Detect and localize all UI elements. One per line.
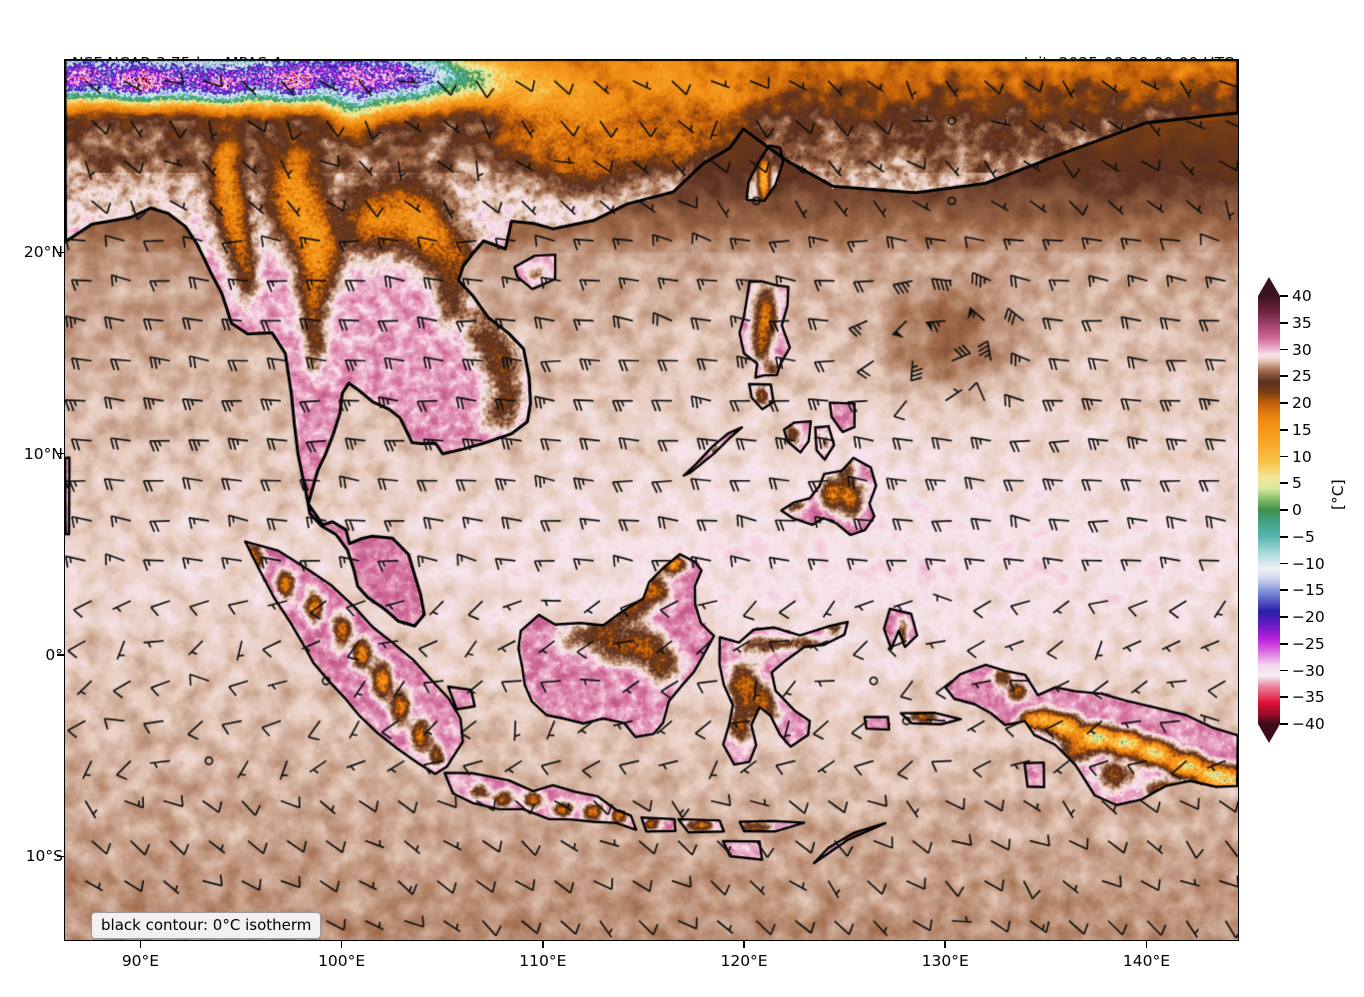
x-axis-tick-label: 130°E — [921, 952, 969, 970]
y-axis-tick-label: 0° — [45, 646, 63, 665]
colorbar-tick-label: −20 — [1292, 608, 1325, 626]
x-axis-tick-label: 120°E — [720, 952, 768, 970]
colorbar-tick-label: −15 — [1292, 581, 1325, 600]
contour-legend-box: black contour: 0°C isotherm — [91, 912, 322, 939]
y-axis-tick-label: 10°S — [25, 847, 63, 866]
colorbar-tick-mark — [1280, 616, 1288, 618]
colorbar-tick-mark — [1280, 642, 1288, 645]
colorbar-tick-mark — [1280, 348, 1288, 351]
colorbar-tick-mark — [1280, 321, 1288, 324]
colorbar-tick-mark — [1280, 455, 1288, 458]
x-axis-tick-label: 90°E — [121, 952, 160, 970]
colorbar-tick-mark — [1280, 402, 1288, 404]
contour-legend-text: black contour: 0°C isotherm — [101, 916, 312, 934]
y-axis-tick-label: 20°N — [23, 243, 63, 262]
x-axis-tick-mark — [944, 941, 946, 948]
colorbar-extend-bottom-arrow — [1258, 724, 1280, 743]
y-axis-tick-mark — [57, 452, 64, 455]
colorbar-tick-mark — [1280, 375, 1288, 378]
colorbar[interactable] — [1258, 277, 1280, 743]
colorbar-tick-mark — [1280, 428, 1288, 431]
y-axis-tick-mark — [57, 251, 64, 253]
colorbar-tick-label: 40 — [1292, 287, 1312, 305]
x-axis-tick-label: 100°E — [318, 952, 366, 970]
colorbar-tick-label: 25 — [1292, 367, 1312, 386]
colorbar-unit-label: [°C] — [1329, 479, 1347, 510]
temperature-wind-map[interactable] — [65, 60, 1238, 940]
x-axis-tick-mark — [743, 941, 745, 948]
colorbar-tick-label: −35 — [1292, 688, 1325, 707]
colorbar-tick-mark — [1280, 589, 1288, 592]
x-axis-tick-mark — [1145, 941, 1148, 948]
colorbar-tick-label: −40 — [1292, 715, 1325, 733]
colorbar-tick-label: 35 — [1292, 313, 1312, 332]
colorbar-tick-mark — [1280, 509, 1288, 511]
colorbar-tick-label: −10 — [1292, 554, 1325, 573]
colorbar-tick-label: 5 — [1292, 474, 1302, 493]
colorbar-tick-mark — [1280, 482, 1288, 485]
y-axis-tick-label: 10°N — [23, 444, 63, 463]
colorbar-tick-mark — [1280, 696, 1288, 699]
colorbar-tick-label: 15 — [1292, 420, 1312, 439]
colorbar-gradient — [1258, 296, 1280, 724]
x-axis-tick-mark — [340, 941, 343, 948]
colorbar-tick-label: 0 — [1292, 501, 1302, 519]
x-axis-tick-label: 140°E — [1122, 952, 1171, 970]
colorbar-tick-mark — [1280, 562, 1288, 565]
x-axis-tick-label: 110°E — [519, 952, 567, 970]
colorbar-tick-mark — [1280, 535, 1288, 538]
y-axis-tick-mark — [57, 654, 64, 656]
colorbar-extend-top-arrow — [1258, 277, 1280, 296]
colorbar-tick-mark — [1280, 669, 1288, 672]
colorbar-tick-label: 20 — [1292, 394, 1312, 412]
colorbar-tick-mark — [1280, 295, 1288, 297]
map-panel[interactable] — [64, 59, 1239, 941]
colorbar-tick-label: −25 — [1292, 634, 1325, 653]
colorbar-tick-label: 10 — [1292, 447, 1312, 466]
x-axis-tick-mark — [139, 941, 142, 948]
colorbar-tick-mark — [1280, 723, 1288, 725]
y-axis-tick-mark — [57, 855, 64, 858]
x-axis-tick-mark — [542, 941, 544, 948]
colorbar-tick-label: −5 — [1292, 527, 1315, 546]
colorbar-tick-label: 30 — [1292, 340, 1312, 359]
colorbar-tick-label: −30 — [1292, 661, 1325, 680]
